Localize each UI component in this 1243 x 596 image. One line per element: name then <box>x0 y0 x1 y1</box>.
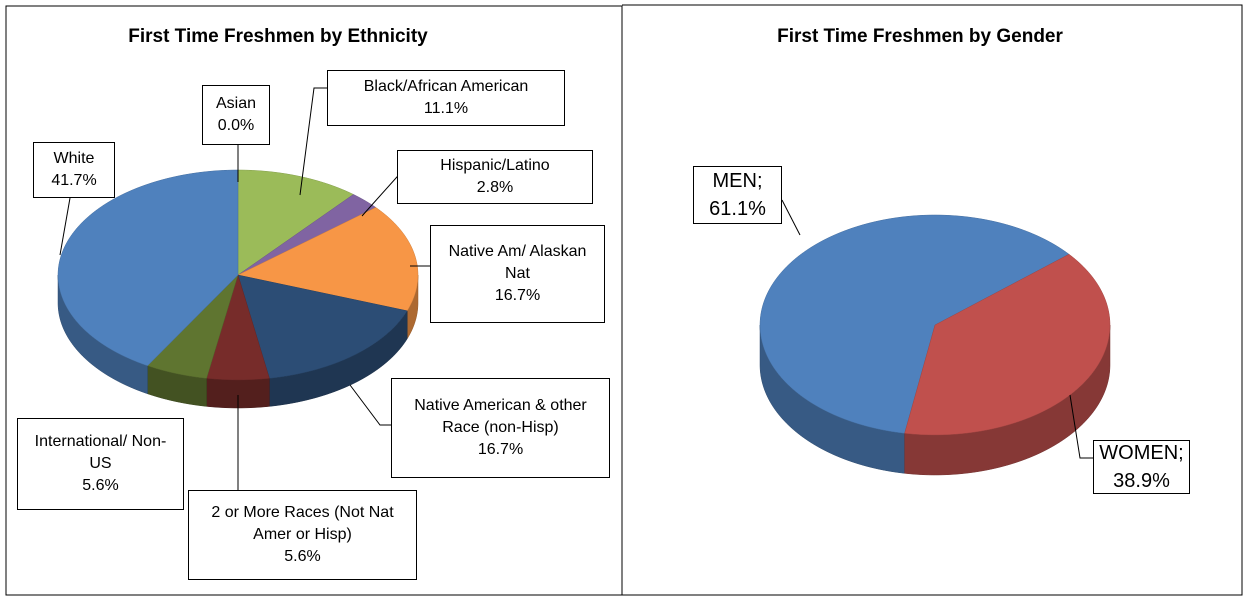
label-category: Hispanic/Latino <box>440 157 550 174</box>
pie-slice <box>206 274 270 381</box>
data-label: WOMEN; 38.9% <box>1093 440 1190 494</box>
panel-border <box>622 4 1243 596</box>
label-value: 11.1% <box>423 100 469 117</box>
label-category: MEN; <box>712 170 763 192</box>
pie-slice <box>759 214 1070 434</box>
label-category: WOMEN; <box>1099 442 1184 464</box>
chart-title: First Time Freshmen by Ethnicity <box>128 26 428 47</box>
label-category: International/ Non-US <box>34 433 167 472</box>
label-value: 61.1% <box>709 198 766 220</box>
pie-slice <box>237 169 354 276</box>
panel-border <box>5 5 623 596</box>
data-label: White 41.7% <box>33 142 115 198</box>
leader-line <box>59 197 71 256</box>
data-label: Asian 0.0% <box>202 85 270 145</box>
chart-title: First Time Freshmen by Gender <box>777 26 1063 47</box>
label-category: Asian <box>215 95 257 112</box>
data-label: MEN; 61.1% <box>693 166 782 224</box>
label-value: 41.7% <box>51 172 97 189</box>
data-label: Native Am/ Alaskan Nat 16.7% <box>430 225 605 323</box>
pie-slice <box>57 169 239 367</box>
label-category: Native American & other Race (non-Hisp) <box>414 397 587 436</box>
label-value: 5.6% <box>284 548 321 565</box>
label-value: 2.8% <box>476 179 514 196</box>
pie-slice <box>904 253 1111 436</box>
label-value: 5.6% <box>82 477 119 494</box>
data-label: Black/African American 11.1% <box>327 70 565 126</box>
leader-line <box>349 384 391 426</box>
leader-line <box>781 199 801 236</box>
leader-line <box>299 87 327 196</box>
data-label: Native American & other Race (non-Hisp) 1… <box>391 378 610 478</box>
label-category: White <box>53 150 95 167</box>
label-category: Black/African American <box>363 78 529 95</box>
label-value: 38.9% <box>1113 470 1170 492</box>
label-category: 2 or More Races (Not Nat Amer or Hisp) <box>211 504 394 543</box>
pie-slice <box>237 274 408 379</box>
pie-slice <box>237 194 377 276</box>
data-label: 2 or More Races (Not Nat Amer or Hisp) 5.… <box>188 490 417 580</box>
label-value: 16.7% <box>477 441 524 458</box>
label-category: Native Am/ Alaskan Nat <box>448 243 587 282</box>
data-label: International/ Non-US 5.6% <box>17 418 184 510</box>
leader-line <box>1069 394 1093 459</box>
label-value: 16.7% <box>494 287 541 304</box>
data-label: Hispanic/Latino 2.8% <box>397 150 593 204</box>
label-value: 0.0% <box>217 117 255 134</box>
pie-slice <box>237 207 419 312</box>
pie-slice <box>147 274 239 379</box>
